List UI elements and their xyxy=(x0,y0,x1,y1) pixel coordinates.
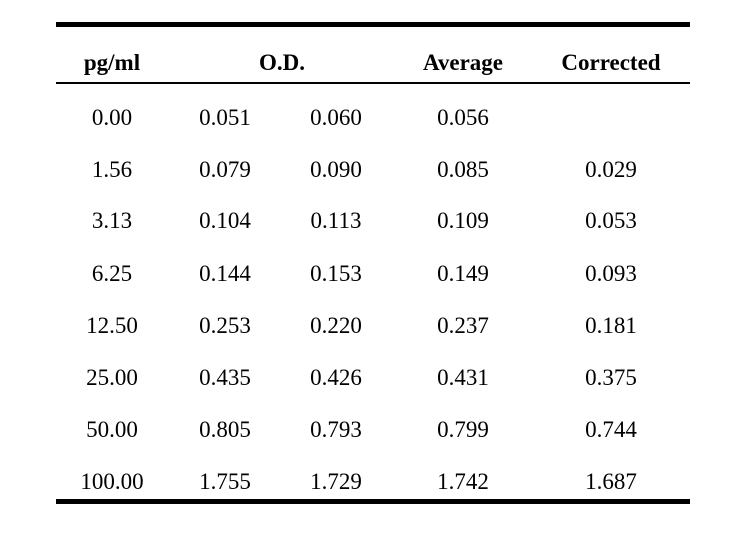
cell-od2: 0.060 xyxy=(310,105,362,130)
header-rule xyxy=(56,82,690,84)
bottom-rule xyxy=(56,499,690,504)
cell-concentration: 6.25 xyxy=(91,261,133,286)
cell-od1: 0.805 xyxy=(199,417,251,442)
cell-corrected: 0.053 xyxy=(585,208,637,233)
cell-concentration: 0.00 xyxy=(91,105,133,130)
cell-od1: 0.253 xyxy=(199,313,251,338)
cell-corrected: 0.181 xyxy=(585,313,637,338)
cell-od1: 0.104 xyxy=(199,208,251,233)
cell-od1: 0.435 xyxy=(199,365,251,390)
cell-concentration: 25.00 xyxy=(86,365,138,390)
cell-od2: 0.793 xyxy=(310,417,362,442)
cell-concentration: 1.56 xyxy=(91,157,133,182)
cell-corrected: 0.375 xyxy=(585,365,637,390)
cell-average: 0.149 xyxy=(437,261,489,286)
cell-od2: 0.220 xyxy=(310,313,362,338)
cell-average: 0.085 xyxy=(437,157,489,182)
top-rule xyxy=(56,22,690,27)
cell-od2: 0.113 xyxy=(310,208,362,233)
cell-od2: 0.090 xyxy=(310,157,362,182)
header-average: Average xyxy=(422,50,504,75)
cell-od1: 0.079 xyxy=(199,157,251,182)
cell-od1: 0.051 xyxy=(199,105,251,130)
cell-corrected: 0.093 xyxy=(585,261,637,286)
cell-concentration: 3.13 xyxy=(91,208,133,233)
cell-corrected: 0.029 xyxy=(585,157,637,182)
cell-average: 0.109 xyxy=(437,208,489,233)
cell-od2: 0.426 xyxy=(310,365,362,390)
cell-corrected: 0.744 xyxy=(585,417,637,442)
header-od: O.D. xyxy=(259,50,305,75)
cell-average: 0.056 xyxy=(437,105,489,130)
header-corrected: Corrected xyxy=(561,50,661,75)
cell-corrected: 1.687 xyxy=(585,469,637,494)
cell-od1: 1.755 xyxy=(199,469,251,494)
cell-concentration: 50.00 xyxy=(86,417,138,442)
cell-od2: 0.153 xyxy=(310,261,362,286)
cell-od2: 1.729 xyxy=(310,469,362,494)
cell-od1: 0.144 xyxy=(199,261,251,286)
cell-concentration: 100.00 xyxy=(80,469,144,494)
cell-average: 1.742 xyxy=(437,469,489,494)
header-concentration: pg/ml xyxy=(83,50,141,75)
cell-average: 0.431 xyxy=(437,365,489,390)
cell-average: 0.799 xyxy=(437,417,489,442)
cell-concentration: 12.50 xyxy=(86,313,138,338)
cell-average: 0.237 xyxy=(437,313,489,338)
